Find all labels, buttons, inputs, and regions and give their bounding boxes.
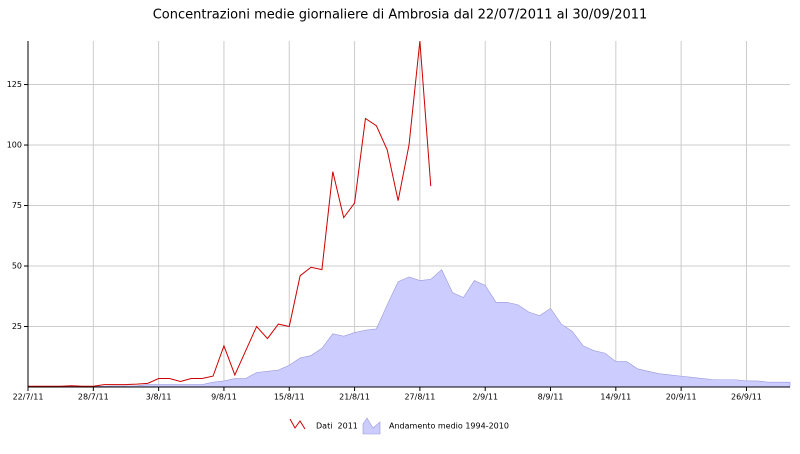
- area: [27, 269, 791, 388]
- legend-label: Dati 2011: [316, 422, 358, 431]
- x-tick-label: 8/9/11: [538, 393, 564, 402]
- x-tick-label: 9/8/11: [211, 393, 237, 402]
- x-tick-label: 21/8/11: [339, 393, 370, 402]
- line: [28, 40, 432, 387]
- legend-label: Andamento medio 1994-2010: [389, 422, 509, 431]
- y-tick-label: 100: [7, 141, 22, 150]
- x-tick-label: 22/7/11: [13, 393, 44, 402]
- legend-swatch: [289, 418, 306, 430]
- x-tick-label: 20/9/11: [666, 393, 697, 402]
- x-tick-label: 26/9/11: [731, 393, 762, 402]
- chart-title: Concentrazioni medie giornaliere di Ambr…: [153, 8, 648, 23]
- x-tick-label: 15/8/11: [274, 393, 305, 402]
- legend-swatch: [362, 417, 381, 435]
- y-tick-label: 75: [12, 201, 22, 210]
- x-tick-label: 27/8/11: [404, 393, 435, 402]
- x-tick-label: 28/7/11: [78, 393, 109, 402]
- x-tick-label: 2/9/11: [472, 393, 498, 402]
- y-tick-label: 25: [12, 322, 22, 331]
- x-tick-label: 3/8/11: [146, 393, 172, 402]
- x-tick-label: 14/9/11: [600, 393, 631, 402]
- y-tick-label: 125: [7, 80, 22, 89]
- y-tick-label: 50: [12, 262, 22, 271]
